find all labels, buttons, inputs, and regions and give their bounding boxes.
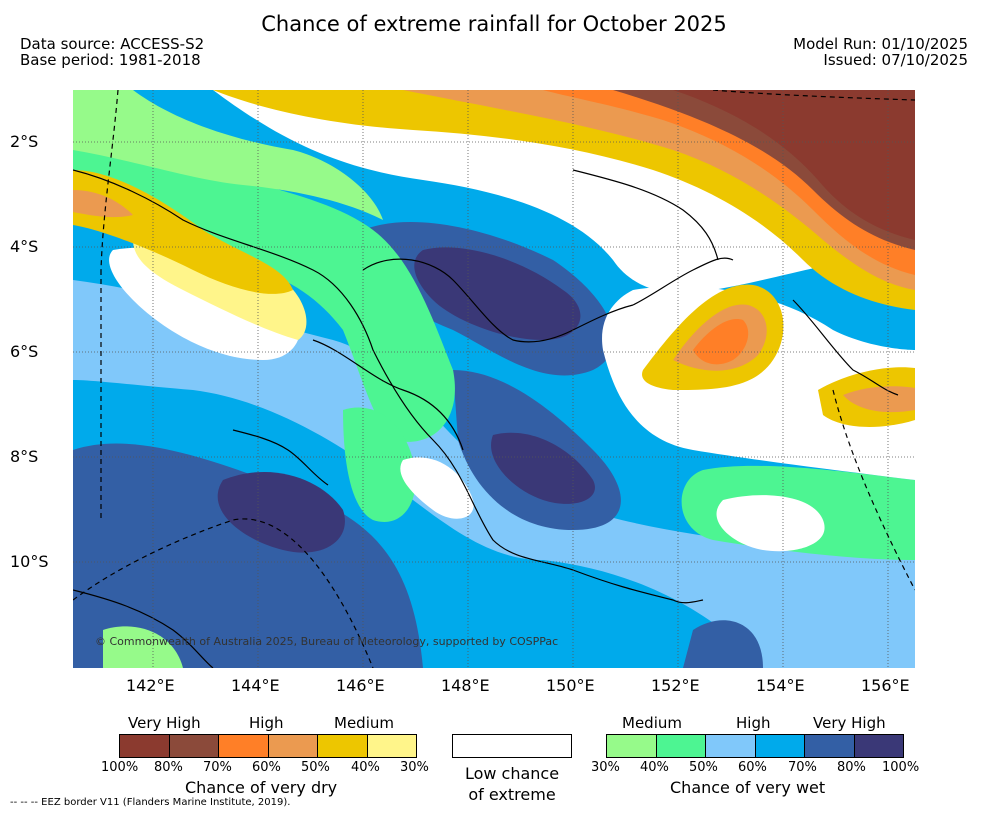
- lat-label-2s: 2°S: [10, 132, 39, 151]
- wet-swatch-3: [706, 735, 756, 757]
- wet-zone-very-high-centre: [491, 432, 595, 504]
- dry-tick-30: 30%: [400, 760, 429, 775]
- map-canvas: © Commonwealth of Australia 2025, Bureau…: [73, 90, 915, 668]
- wet-swatch-5: [805, 735, 855, 757]
- eez-borders: [73, 90, 915, 668]
- wet-zone-30-50-fly: [343, 407, 416, 522]
- dry-zone-50-60-west: [73, 190, 133, 218]
- dry-tick-40: 40%: [351, 760, 380, 775]
- dry-swatch-6: [367, 735, 416, 757]
- wet-zone-70-80-se: [683, 620, 763, 668]
- wet-zone-very-high-north: [414, 247, 581, 340]
- lon-label-150e: 150°E: [546, 676, 595, 695]
- lon-label-152e: 152°E: [651, 676, 700, 695]
- base-period: Base period: 1981-2018: [20, 51, 201, 69]
- wet-swatch-2: [656, 735, 706, 757]
- wet-zone-very-high-south: [217, 471, 345, 553]
- lon-label-146e: 146°E: [336, 676, 385, 695]
- wet-category-medium: Medium: [622, 714, 682, 732]
- dry-category-medium: Medium: [334, 714, 394, 732]
- wet-swatch-4: [755, 735, 805, 757]
- dry-swatch-1: [120, 735, 170, 757]
- wet-category-very-high: Very High: [813, 714, 886, 732]
- dry-zone-30-40-west: [133, 237, 307, 340]
- dry-tick-60: 60%: [252, 760, 281, 775]
- wet-tick-100: 100%: [882, 760, 920, 775]
- eez-footnote: -- -- -- EEZ border V11 (Flanders Marine…: [10, 797, 291, 808]
- rainfall-map: © Commonwealth of Australia 2025, Bureau…: [73, 90, 915, 668]
- wet-legend-label: Chance of very wet: [670, 778, 826, 797]
- model-run: Model Run: 01/10/2025: [793, 35, 968, 53]
- issued-date: Issued: 07/10/2025: [823, 51, 968, 69]
- lon-label-142e: 142°E: [126, 676, 175, 695]
- coastlines: [73, 169, 899, 668]
- dry-zone-40-50-west: [73, 170, 293, 294]
- dry-zone-north-very-high: [673, 90, 915, 240]
- wet-tick-60: 60%: [738, 760, 767, 775]
- lon-label-144e: 144°E: [231, 676, 280, 695]
- lon-label-148e: 148°E: [441, 676, 490, 695]
- low-chance-swatch: [452, 734, 572, 758]
- low-chance-southeast: [716, 495, 825, 552]
- wet-category-high: High: [736, 714, 771, 732]
- dry-zone-far-east-orange: [843, 386, 915, 413]
- lat-label-4s: 4°S: [10, 237, 39, 256]
- dry-swatch-4: [268, 735, 318, 757]
- low-chance-label-line1: Low chance: [464, 764, 560, 783]
- data-source: Data source: ACCESS-S2: [20, 35, 205, 53]
- dry-tick-100: 100%: [101, 760, 139, 775]
- dry-category-high: High: [249, 714, 284, 732]
- map-title: Chance of extreme rainfall for October 2…: [261, 12, 727, 36]
- low-chance-fly: [400, 457, 474, 519]
- wet-tick-80: 80%: [837, 760, 866, 775]
- wet-swatch-1: [607, 735, 657, 757]
- grid-lines: [73, 90, 915, 668]
- dry-tick-50: 50%: [301, 760, 330, 775]
- dry-swatch-3: [219, 735, 269, 757]
- copyright-text: © Commonwealth of Australia 2025, Bureau…: [95, 635, 558, 648]
- lon-label-154e: 154°E: [756, 676, 805, 695]
- dry-zone-east-island-core: [693, 319, 749, 365]
- lat-label-6s: 6°S: [10, 342, 39, 361]
- wet-tick-70: 70%: [788, 760, 817, 775]
- wet-zone-70-80-south: [73, 443, 423, 668]
- wet-swatch-6: [854, 735, 903, 757]
- low-chance-label-line2: of extreme: [468, 785, 556, 804]
- dry-tick-80: 80%: [154, 760, 183, 775]
- lat-label-8s: 8°S: [10, 447, 39, 466]
- dry-swatch-5: [318, 735, 368, 757]
- wet-colorbar: [606, 734, 904, 758]
- wet-zone-30-40-south: [103, 626, 183, 668]
- dry-category-very-high: Very High: [128, 714, 201, 732]
- wet-tick-40: 40%: [640, 760, 669, 775]
- dry-tick-70: 70%: [203, 760, 232, 775]
- lon-label-156e: 156°E: [861, 676, 910, 695]
- dry-swatch-2: [169, 735, 219, 757]
- lat-label-10s: 10°S: [10, 552, 49, 571]
- wet-tick-30: 30%: [591, 760, 620, 775]
- wet-tick-50: 50%: [689, 760, 718, 775]
- dry-legend-label: Chance of very dry: [185, 778, 338, 797]
- dry-colorbar: [119, 734, 417, 758]
- wet-zone-30-40-north: [73, 90, 383, 220]
